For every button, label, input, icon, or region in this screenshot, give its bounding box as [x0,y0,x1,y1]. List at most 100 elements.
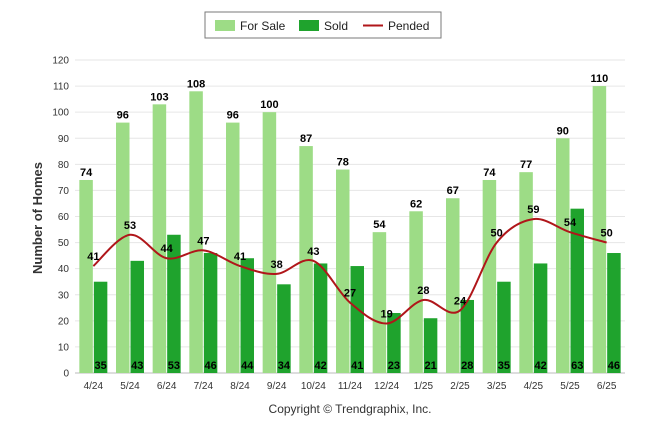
label-sold: 28 [461,360,473,372]
label-sold: 35 [94,360,106,372]
y-tick-label: 0 [63,369,69,380]
bar-sold [497,281,511,373]
label-pended: 19 [381,308,393,320]
label-pended: 24 [454,295,467,307]
label-pended: 50 [491,228,503,240]
y-tick-label: 110 [53,82,69,93]
y-axis-label: Number of Homes [30,162,45,274]
label-sold: 46 [608,360,620,372]
label-pended: 38 [271,259,283,271]
copyright-text: Copyright © Trendgraphix, Inc. [269,402,432,416]
bar-sold [203,253,218,373]
y-tick-label: 40 [58,264,70,275]
label-sold: 35 [498,360,510,372]
pended-line [92,218,607,325]
bar-for-sale [262,112,277,374]
bar-for-sale [446,198,460,373]
label-sold: 21 [424,360,436,372]
y-tick-label: 30 [58,290,70,301]
y-tick-label: 90 [58,134,70,145]
label-for-sale: 78 [337,157,349,169]
label-for-sale: 110 [591,73,609,85]
x-tick-label: 4/25 [524,381,544,392]
label-pended: 50 [601,228,613,240]
y-tick-label: 80 [58,160,70,171]
label-sold: 53 [168,360,180,372]
y-tick-label: 60 [58,212,70,223]
bar-for-sale [152,104,167,373]
bar-for-sale [372,232,387,373]
y-tick-label: 10 [58,342,70,353]
label-pended: 59 [527,204,539,216]
bar-for-sale [79,179,93,373]
x-tick-label: 6/25 [597,381,617,392]
y-tick-label: 20 [58,316,70,327]
bar-for-sale [482,179,497,373]
legend-label-sold: Sold [324,19,348,33]
data-labels: 74 35 96 43 103 53 108 46 96 44 100 34 87 42 78 41 54 23 6… [80,73,620,372]
label-for-sale: 96 [117,110,129,122]
x-axis-ticks: 4/24 5/24 6/24 7/24 8/24 9/24 10/24 11/24 12/24 1… [84,381,617,392]
x-tick-label: 5/24 [120,381,140,392]
x-tick-label: 7/24 [194,381,214,392]
bar-sold [607,253,621,373]
x-tick-label: 4/24 [84,381,104,392]
label-for-sale: 90 [557,125,569,137]
label-pended: 28 [417,285,429,297]
label-for-sale: 62 [410,198,422,210]
bar-for-sale [519,172,533,373]
x-tick-label: 12/24 [374,381,399,392]
y-tick-label: 70 [58,186,70,197]
bar-sold [460,299,474,373]
bar-sold [387,313,401,373]
pended-series-line [92,218,607,325]
label-pended: 41 [87,251,99,263]
y-tick-label: 120 [52,56,69,67]
bar-for-sale [116,122,130,373]
label-sold: 42 [534,360,546,372]
label-pended: 27 [344,288,356,300]
legend-box [204,11,442,39]
y-tick-label: 50 [58,238,70,249]
bar-sold [240,258,254,373]
label-sold: 23 [388,360,400,372]
label-pended: 53 [124,220,136,232]
label-pended: 54 [564,217,577,229]
bar-sold [533,263,548,373]
grid [75,59,625,374]
x-tick-label: 8/24 [230,381,250,392]
x-tick-label: 10/24 [301,381,326,392]
label-sold: 44 [241,360,254,372]
label-sold: 34 [278,360,291,372]
bar-sold [350,266,364,373]
bar-for-sale [189,91,203,374]
x-tick-label: 5/25 [560,381,580,392]
label-sold: 63 [571,360,583,372]
label-sold: 46 [204,360,216,372]
bar-for-sale [226,122,240,373]
bar-sold [167,234,181,373]
label-for-sale: 100 [260,99,278,111]
bars-sold [93,208,621,373]
bar-for-sale [409,211,423,373]
x-tick-label: 6/24 [157,381,177,392]
label-pended: 43 [307,246,319,258]
bar-sold [570,208,584,373]
x-tick-label: 11/24 [338,381,363,392]
bar-sold [277,284,291,373]
x-tick-label: 2/25 [450,381,470,392]
label-for-sale: 108 [187,78,205,90]
bar-sold [423,318,438,373]
legend-label-pended: Pended [388,19,429,33]
bar-sold [313,263,328,373]
y-axis-ticks: 0 10 20 30 40 50 60 70 80 90 100 110 120 [52,56,69,380]
label-for-sale: 74 [483,167,496,179]
label-sold: 43 [131,360,143,372]
y-tick-label: 100 [52,108,69,119]
x-tick-label: 3/25 [487,381,507,392]
label-for-sale: 54 [373,219,386,231]
label-for-sale: 67 [447,185,459,197]
label-pended: 41 [234,251,246,263]
